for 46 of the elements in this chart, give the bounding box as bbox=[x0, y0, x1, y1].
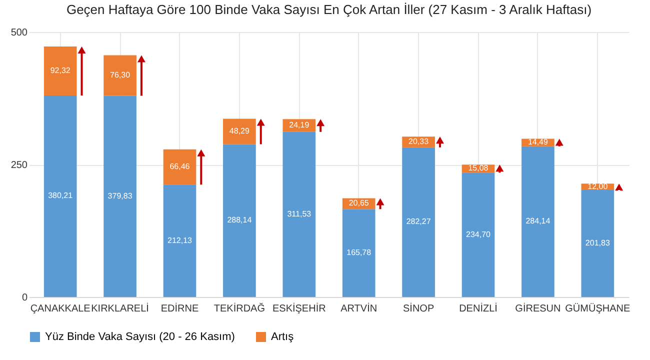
x-tick-label: TEKİRDAĞ bbox=[214, 302, 266, 314]
data-label: 14,49 bbox=[528, 138, 549, 147]
bar bbox=[402, 147, 435, 297]
x-tick-label: ÇANAKKALE bbox=[30, 304, 91, 314]
data-label: 92,32 bbox=[50, 66, 71, 76]
data-label: 20,65 bbox=[348, 198, 370, 208]
bar bbox=[223, 144, 256, 297]
data-label: 379,83 bbox=[108, 191, 133, 200]
data-label: 165,78 bbox=[346, 248, 372, 258]
y-tick-label: 0 bbox=[22, 292, 28, 304]
x-tick-label: SİNOP bbox=[402, 302, 434, 314]
data-label: 24,19 bbox=[289, 120, 310, 130]
data-label: 66,46 bbox=[170, 162, 190, 171]
x-tick-label: DENİZLİ bbox=[459, 302, 498, 314]
data-label: 288,14 bbox=[227, 216, 252, 225]
bar bbox=[282, 132, 316, 297]
x-tick-label: ARTVİN bbox=[340, 302, 378, 314]
data-label: 76,30 bbox=[110, 70, 131, 80]
data-label: 311,53 bbox=[287, 209, 312, 218]
bar bbox=[163, 184, 196, 297]
x-tick-label: ESKİŞEHİR bbox=[272, 302, 326, 314]
legend-label: Artış bbox=[271, 331, 294, 343]
y-tick-label: 250 bbox=[10, 160, 28, 171]
data-label: 201,83 bbox=[585, 238, 610, 248]
data-label: 212,13 bbox=[168, 236, 193, 245]
data-label: 12,00 bbox=[588, 182, 608, 191]
x-tick-label: KIRKLARELİ bbox=[91, 302, 149, 314]
data-label: 380,21 bbox=[48, 191, 74, 200]
chart-title: Geçen Haftaya Göre 100 Binde Vaka Sayısı En Çok Artan İller (27 Kasım - 3 Aralık Haftası) bbox=[66, 2, 592, 17]
data-label: 282,27 bbox=[406, 217, 432, 226]
x-tick-label: EDİRNE bbox=[160, 302, 199, 314]
legend-label: Yüz Binde Vaka Sayısı (20 - 26 Kasım) bbox=[45, 331, 235, 343]
bar bbox=[581, 190, 614, 297]
data-label: 48,29 bbox=[229, 126, 250, 136]
bar bbox=[104, 96, 136, 297]
bar bbox=[522, 146, 554, 297]
data-label: 20,33 bbox=[408, 137, 430, 146]
bar bbox=[44, 95, 77, 297]
bar bbox=[462, 172, 495, 297]
bar bbox=[342, 209, 376, 297]
data-label: 284,14 bbox=[526, 216, 551, 226]
y-tick-label: 500 bbox=[10, 28, 28, 38]
x-tick-label: GÜMÜŞHANE bbox=[565, 302, 630, 314]
x-tick-label: GİRESUN bbox=[515, 302, 561, 314]
data-label: 15,08 bbox=[468, 164, 489, 173]
data-label: 234,70 bbox=[466, 230, 492, 239]
